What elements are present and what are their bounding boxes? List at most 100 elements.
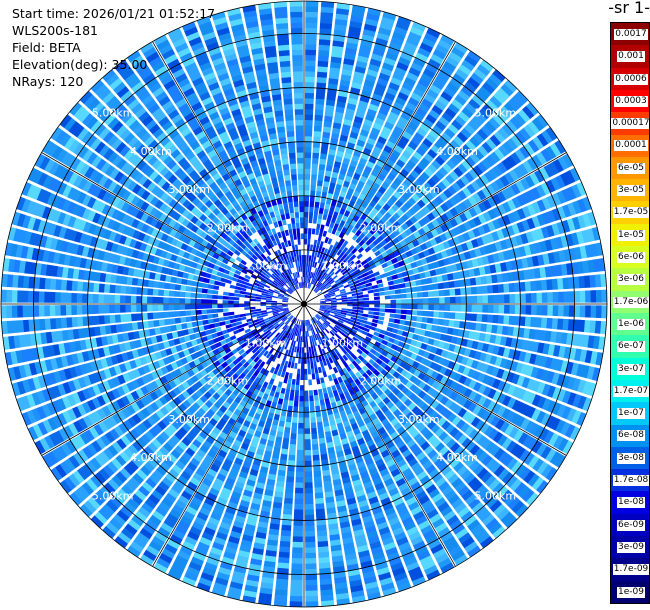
- range-label: 4.00km: [130, 145, 172, 158]
- ray: [114, 325, 288, 549]
- ray: [153, 34, 295, 286]
- range-label: 1.00km: [321, 336, 363, 349]
- range-label: 3.00km: [168, 183, 210, 196]
- ray: [320, 304, 607, 335]
- ray: [311, 21, 427, 285]
- colorbar-step: 3e-06: [611, 268, 649, 292]
- ray: [1, 289, 283, 304]
- ray: [313, 316, 494, 549]
- ray: [304, 1, 319, 288]
- azimuth-spoke: [303, 152, 567, 305]
- ray: [305, 2, 351, 288]
- ppi-plot: 1.00km 1.00km 1.00km 1.00km 2.00km 2.00km 2.00…: [0, 0, 608, 608]
- colorbar-tick-label: 3e-09: [617, 542, 645, 554]
- ray: [320, 102, 539, 291]
- colorbar-tick-label: 6e-05: [617, 162, 645, 174]
- colorbar-step: 1.7e-09: [611, 558, 649, 582]
- ray: [317, 312, 566, 468]
- ray: [226, 319, 301, 601]
- range-label: 1.00km: [321, 260, 363, 273]
- ray: [315, 90, 529, 294]
- ray: [1, 304, 288, 335]
- ray: [21, 181, 285, 297]
- colorbar-step: 3e-05: [611, 179, 649, 203]
- ray: [325, 242, 604, 301]
- ray: [69, 102, 292, 294]
- ray: [313, 59, 494, 292]
- colorbar-tick-label: 1.7e-06: [612, 296, 649, 308]
- ray: [304, 1, 335, 288]
- colorbar-tick-label: 3e-07: [617, 363, 645, 375]
- colorbar-step: 0.0003: [611, 89, 649, 113]
- range-label: 4.00km: [436, 145, 478, 158]
- ray: [311, 318, 455, 574]
- ray: [90, 79, 294, 293]
- ray: [102, 69, 294, 292]
- colorbar-tick-label: 1e-09: [617, 586, 645, 598]
- colorbar-tick-label: 0.0003: [614, 95, 648, 107]
- ray: [311, 34, 455, 290]
- ray: [242, 325, 301, 604]
- colorbar-tick-label: 0.0006: [614, 73, 648, 85]
- ray: [27, 167, 290, 298]
- ray: [181, 21, 299, 290]
- ray: [167, 27, 298, 290]
- ray: [242, 4, 302, 289]
- range-label: 1.00km: [245, 336, 287, 349]
- field-name: Field: BETA: [12, 40, 81, 55]
- ray: [331, 140, 566, 288]
- colorbar-tick-label: 1e-05: [617, 229, 645, 241]
- colorbar-step: 1.7e-05: [611, 201, 649, 225]
- ray: [167, 318, 298, 581]
- colorbar-step: 3e-08: [611, 446, 649, 470]
- colorbar-step: 6e-08: [611, 424, 649, 448]
- colorbar-step: 1.7e-07: [611, 379, 649, 403]
- ray: [307, 319, 382, 601]
- range-label: 2.00km: [360, 221, 402, 234]
- colorbar-tick-label: 1.7e-05: [612, 207, 649, 219]
- colorbar-tick-label: 1e-08: [617, 497, 645, 509]
- ray: [323, 311, 587, 427]
- colorbar-tick-label: 6e-06: [617, 252, 645, 264]
- range-labels: 1.00km 1.00km 1.00km 1.00km 2.00km 2.00km 2.00…: [92, 107, 516, 503]
- colorbar-step: 0.00017: [611, 112, 649, 136]
- range-label: 2.00km: [360, 375, 402, 388]
- ray: [289, 320, 304, 607]
- colorbar-step: 0.001: [611, 45, 649, 69]
- ray: [315, 50, 482, 287]
- ray: [322, 153, 574, 295]
- ray: [320, 289, 607, 304]
- ray: [114, 59, 295, 292]
- colorbar-tick-label: 3e-08: [617, 452, 645, 464]
- nrays: NRays: 120: [12, 74, 84, 89]
- colorbar-tick-label: 0.0017: [614, 28, 648, 40]
- ray: [11, 211, 289, 300]
- colorbar-step: 6e-07: [611, 335, 649, 359]
- ray: [226, 7, 301, 289]
- ray: [4, 307, 283, 366]
- range-label: 5.00km: [475, 107, 517, 120]
- ray: [69, 317, 288, 506]
- ray: [27, 310, 290, 441]
- range-label: 3.00km: [168, 413, 210, 426]
- ray: [181, 323, 297, 587]
- colorbar-tick-label: 1.7e-08: [612, 475, 649, 487]
- ray: [15, 196, 289, 299]
- ray: [42, 314, 286, 468]
- ray: [328, 167, 581, 293]
- ray: [320, 114, 549, 292]
- ray: [140, 317, 296, 566]
- ray: [196, 15, 299, 289]
- range-label: 5.00km: [92, 489, 134, 502]
- ray: [316, 313, 549, 494]
- azimuth-spoke: [41, 152, 305, 305]
- ray: [319, 307, 601, 382]
- ray: [1, 304, 288, 319]
- ray: [4, 242, 289, 302]
- colorbar-step: 6e-06: [611, 246, 649, 269]
- range-label: 4.00km: [130, 451, 172, 464]
- colorbar-tick-label: 0.0001: [614, 140, 648, 152]
- ray: [102, 316, 294, 539]
- ray: [310, 324, 412, 593]
- ray: [319, 308, 597, 397]
